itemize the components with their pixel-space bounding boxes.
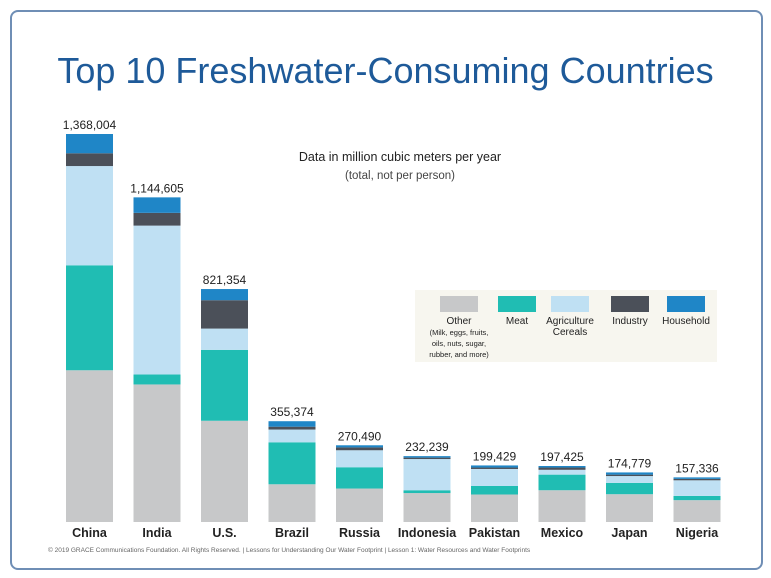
bar-u-s-agriculture-cereals <box>201 328 248 350</box>
chart-subtitle-note: (total, not per person) <box>345 170 455 182</box>
bar-pakistan-meat <box>471 485 518 495</box>
legend-label-industry: Industry <box>612 316 648 327</box>
bar-russia-meat <box>336 467 383 489</box>
bar-nigeria-meat <box>673 495 721 501</box>
total-label-pakistan: 199,429 <box>473 449 517 463</box>
bar-indonesia-meat <box>403 490 451 494</box>
bar-china-industry <box>66 153 113 167</box>
bar-china-household <box>66 134 113 154</box>
bar-india-other <box>133 384 181 522</box>
bar-japan-other <box>606 494 653 522</box>
category-label-indonesia: Indonesia <box>398 526 457 540</box>
category-label-china: China <box>72 526 108 540</box>
category-label-mexico: Mexico <box>541 526 584 540</box>
bar-mexico-industry <box>538 467 586 470</box>
bar-nigeria-other <box>673 500 721 522</box>
total-label-russia: 270,490 <box>338 429 382 443</box>
total-label-japan: 174,779 <box>608 456 652 470</box>
chart-title: Top 10 Freshwater-Consuming Countries <box>57 50 714 91</box>
bar-china-meat <box>66 265 113 371</box>
bar-pakistan-agriculture-cereals <box>471 468 518 486</box>
legend-item-agriculture-cereals: Agriculture Cereals <box>540 296 600 338</box>
legend-swatch-household <box>667 296 705 312</box>
bar-pakistan-household <box>471 465 518 468</box>
bar-brazil-household <box>268 421 316 427</box>
legend-item-household: Household <box>658 296 714 327</box>
total-label-u-s: 821,354 <box>203 273 247 287</box>
bar-russia-household <box>336 445 383 448</box>
legend-sub-other-3: rubber, and more) <box>429 350 489 359</box>
legend-swatch-meat <box>498 296 536 312</box>
bar-india-meat <box>133 374 181 385</box>
legend-label-household: Household <box>662 316 710 327</box>
category-label-russia: Russia <box>339 526 381 540</box>
bar-china-other <box>66 370 113 522</box>
category-label-pakistan: Pakistan <box>469 526 520 540</box>
bar-mexico-household <box>538 466 586 468</box>
bar-russia-agriculture-cereals <box>336 450 383 468</box>
bar-india-agriculture-cereals <box>133 225 181 375</box>
chart-legend: Other (Milk, eggs, fruits, oils, nuts, s… <box>415 290 717 362</box>
bar-japan-household <box>606 472 653 475</box>
total-label-brazil: 355,374 <box>270 405 314 419</box>
bar-china-agriculture-cereals <box>66 166 113 266</box>
category-label-japan: Japan <box>611 526 647 540</box>
bar-russia-industry <box>336 447 383 451</box>
legend-label-other: Other <box>446 316 472 327</box>
bar-u-s-industry <box>201 300 248 329</box>
bar-india-household <box>133 197 181 213</box>
legend-label-agriculture-cereals: Agriculture Cereals <box>546 316 594 338</box>
total-label-indonesia: 232,239 <box>405 440 449 454</box>
bar-brazil-meat <box>268 442 316 485</box>
legend-item-other: Other (Milk, eggs, fruits, oils, nuts, s… <box>419 296 499 360</box>
bar-brazil-other <box>268 484 316 522</box>
bar-nigeria-industry <box>673 478 721 481</box>
legend-sub-other-2: oils, nuts, sugar, <box>431 339 487 348</box>
bar-nigeria-household <box>673 477 721 479</box>
legend-swatch-agriculture-cereals <box>551 296 589 312</box>
bar-u-s-meat <box>201 349 248 421</box>
bar-pakistan-other <box>471 494 518 522</box>
bar-pakistan-industry <box>471 467 518 469</box>
bar-mexico-meat <box>538 474 586 491</box>
legend-swatch-industry <box>611 296 649 312</box>
bar-indonesia-household <box>403 456 451 458</box>
copyright-footer: © 2019 GRACE Communications Foundation. … <box>48 547 531 554</box>
chart-subtitle: Data in million cubic meters per year <box>298 150 502 164</box>
total-label-nigeria: 157,336 <box>675 461 719 475</box>
bar-india-industry <box>133 212 181 226</box>
bar-japan-agriculture-cereals <box>606 476 653 483</box>
bar-nigeria-agriculture-cereals <box>673 480 721 496</box>
legend-sub-other-1: (Milk, eggs, fruits, <box>429 328 489 337</box>
legend-item-industry: Industry <box>605 296 655 327</box>
legend-label-meat: Meat <box>505 316 529 327</box>
category-label-india: India <box>142 526 172 540</box>
bar-mexico-agriculture-cereals <box>538 469 586 475</box>
legend-item-meat: Meat <box>495 296 539 327</box>
bar-brazil-agriculture-cereals <box>268 429 316 443</box>
legend-swatch-other <box>440 296 478 312</box>
bar-russia-other <box>336 488 383 522</box>
bar-brazil-industry <box>268 426 316 430</box>
bar-indonesia-other <box>403 493 451 522</box>
total-label-india: 1,144,605 <box>130 181 184 195</box>
category-label-brazil: Brazil <box>275 526 309 540</box>
bar-japan-meat <box>606 482 653 495</box>
category-label-nigeria: Nigeria <box>676 526 719 540</box>
bar-mexico-other <box>538 490 586 522</box>
bar-u-s-household <box>201 289 248 301</box>
total-label-mexico: 197,425 <box>540 450 584 464</box>
bar-indonesia-industry <box>403 457 451 460</box>
bar-u-s-other <box>201 420 248 522</box>
category-label-u-s: U.S. <box>212 526 236 540</box>
total-label-china: 1,368,004 <box>63 118 117 132</box>
bar-indonesia-agriculture-cereals <box>403 459 451 491</box>
bar-japan-industry <box>606 474 653 477</box>
